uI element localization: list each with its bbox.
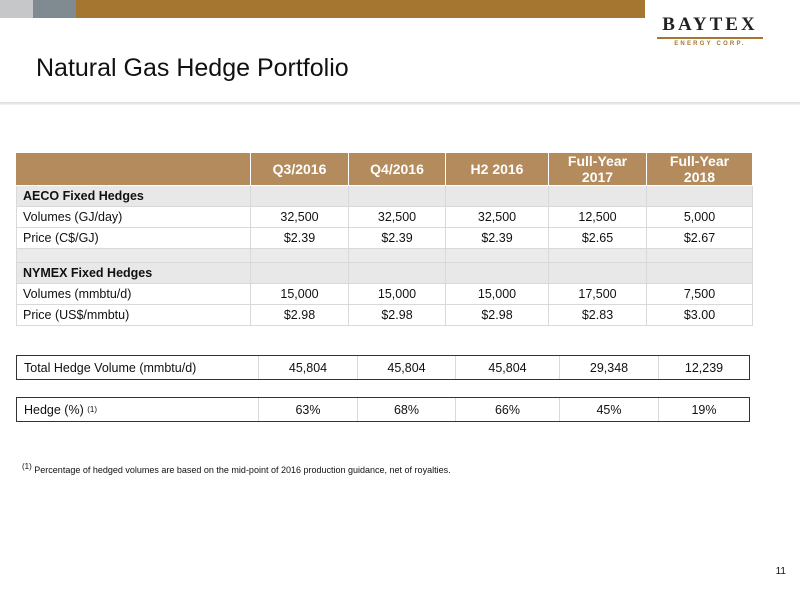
top-bar-segment-slate — [33, 0, 76, 18]
table-row: Volumes (GJ/day) 32,500 32,500 32,500 12… — [16, 206, 753, 228]
table-cell: $3.00 — [646, 304, 753, 326]
hedge-table: Q3/2016 Q4/2016 H2 2016 Full-Year 2017 F… — [16, 152, 753, 326]
table-cell: 15,000 — [250, 283, 349, 305]
table-cell: 45,804 — [455, 356, 559, 379]
row-label: Volumes (GJ/day) — [16, 206, 251, 228]
section-row-nymex: NYMEX Fixed Hedges — [16, 262, 753, 284]
page-title: Natural Gas Hedge Portfolio — [36, 54, 349, 82]
row-label: Volumes (mmbtu/d) — [16, 283, 251, 305]
footnote-text: Percentage of hedged volumes are based o… — [34, 465, 451, 475]
table-cell: $2.65 — [548, 227, 647, 249]
logo-wordmark: BAYTEX — [662, 14, 758, 35]
table-cell: $2.98 — [445, 304, 549, 326]
table-cell: 7,500 — [646, 283, 753, 305]
hedge-label-text: Hedge (%) — [24, 402, 84, 417]
column-header: Q4/2016 — [348, 152, 446, 186]
title-divider — [0, 102, 800, 105]
table-cell: 45,804 — [258, 356, 357, 379]
table-cell: 12,239 — [658, 356, 749, 379]
hedge-percent-row: Hedge (%) (1) 63% 68% 66% 45% 19% — [16, 397, 750, 422]
row-label: Total Hedge Volume (mmbtu/d) — [24, 360, 197, 375]
table-cell: 45% — [559, 398, 658, 421]
table-cell: 15,000 — [348, 283, 446, 305]
row-label: Price (C$/GJ) — [16, 227, 251, 249]
table-cell: 5,000 — [646, 206, 753, 228]
top-bar-segment-gray — [0, 0, 33, 18]
footnote-reference: (1) — [87, 405, 98, 414]
page-number: 11 — [775, 566, 786, 577]
top-color-bar — [0, 0, 645, 18]
column-header: Q3/2016 — [250, 152, 349, 186]
table-cell: 32,500 — [445, 206, 549, 228]
table-cell: $2.98 — [348, 304, 446, 326]
footnote: (1) Percentage of hedged volumes are bas… — [22, 462, 451, 475]
table-cell: 63% — [258, 398, 357, 421]
spacer-row — [16, 248, 753, 263]
header-blank-cell — [16, 152, 251, 186]
table-cell: $2.39 — [348, 227, 446, 249]
table-row: Price (C$/GJ) $2.39 $2.39 $2.39 $2.65 $2… — [16, 227, 753, 249]
top-bar-segment-gold — [76, 0, 645, 18]
section-heading: NYMEX Fixed Hedges — [16, 262, 251, 284]
table-cell: $2.39 — [250, 227, 349, 249]
table-cell: $2.67 — [646, 227, 753, 249]
table-cell: 17,500 — [548, 283, 647, 305]
baytex-logo: BAYTEX ENERGY CORP. — [655, 14, 765, 54]
table-cell: 15,000 — [445, 283, 549, 305]
table-cell: 32,500 — [250, 206, 349, 228]
table-row: Price (US$/mmbtu) $2.98 $2.98 $2.98 $2.8… — [16, 304, 753, 326]
table-cell: $2.83 — [548, 304, 647, 326]
table-cell: 66% — [455, 398, 559, 421]
table-cell: $2.39 — [445, 227, 549, 249]
section-heading: AECO Fixed Hedges — [16, 185, 251, 207]
table-cell: 12,500 — [548, 206, 647, 228]
column-header: Full-Year 2018 — [646, 152, 753, 186]
table-row: Volumes (mmbtu/d) 15,000 15,000 15,000 1… — [16, 283, 753, 305]
row-label: Hedge (%) (1) — [17, 398, 258, 421]
table-cell: 45,804 — [357, 356, 455, 379]
total-hedge-volume-row: Total Hedge Volume (mmbtu/d) 45,804 45,8… — [16, 355, 750, 380]
footnote-marker: (1) — [22, 462, 32, 471]
row-label: Price (US$/mmbtu) — [16, 304, 251, 326]
section-row-aeco: AECO Fixed Hedges — [16, 185, 753, 207]
table-cell: 32,500 — [348, 206, 446, 228]
table-header-row: Q3/2016 Q4/2016 H2 2016 Full-Year 2017 F… — [16, 152, 753, 186]
column-header: Full-Year 2017 — [548, 152, 647, 186]
column-header: H2 2016 — [445, 152, 549, 186]
table-cell: 68% — [357, 398, 455, 421]
logo-subtitle: ENERGY CORP. — [674, 41, 746, 47]
table-cell: 19% — [658, 398, 749, 421]
table-cell: 29,348 — [559, 356, 658, 379]
table-cell: $2.98 — [250, 304, 349, 326]
logo-rule — [657, 37, 763, 39]
